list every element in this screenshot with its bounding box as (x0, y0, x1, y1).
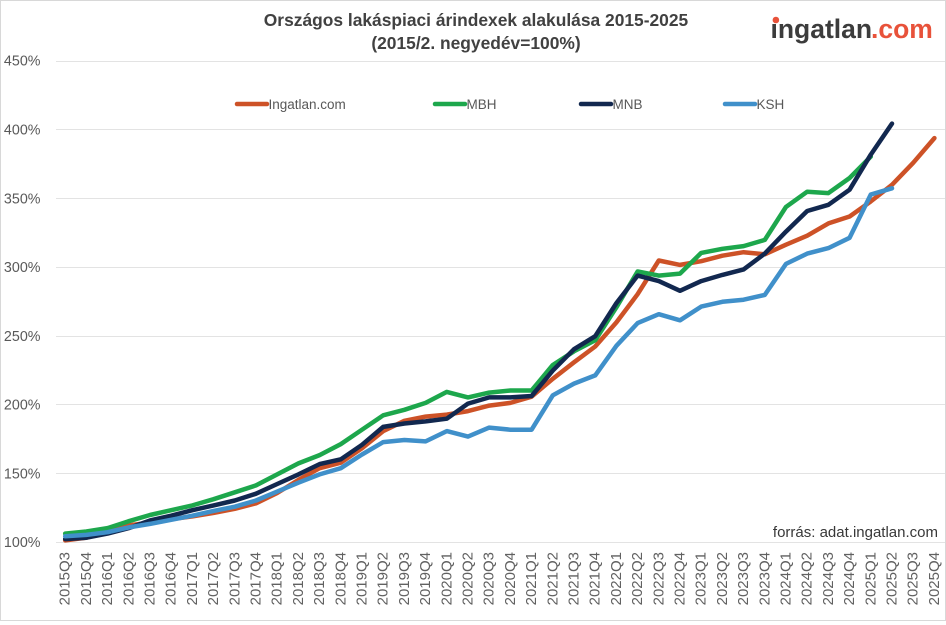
svg-text:Országos lakáspiaci árindexek: Országos lakáspiaci árindexek alakulása … (264, 10, 689, 30)
svg-text:2018Q1: 2018Q1 (269, 552, 286, 605)
svg-text:2015Q4: 2015Q4 (78, 552, 95, 605)
svg-text:2024Q1: 2024Q1 (778, 552, 795, 605)
svg-text:2016Q4: 2016Q4 (163, 552, 180, 605)
svg-text:2020Q3: 2020Q3 (481, 552, 498, 605)
svg-text:2024Q4: 2024Q4 (841, 552, 858, 605)
svg-text:2016Q3: 2016Q3 (142, 552, 159, 605)
svg-text:300%: 300% (4, 260, 41, 276)
svg-text:2017Q4: 2017Q4 (248, 552, 265, 605)
svg-text:2017Q2: 2017Q2 (205, 552, 222, 605)
svg-text:2016Q2: 2016Q2 (120, 552, 137, 605)
svg-text:2025Q2: 2025Q2 (884, 552, 901, 605)
svg-text:2022Q4: 2022Q4 (672, 552, 689, 605)
svg-text:2023Q3: 2023Q3 (735, 552, 752, 605)
svg-text:2020Q2: 2020Q2 (460, 552, 477, 605)
svg-text:2023Q1: 2023Q1 (693, 552, 710, 605)
svg-text:2019Q1: 2019Q1 (354, 552, 371, 605)
svg-text:400%: 400% (4, 123, 41, 139)
svg-text:2022Q1: 2022Q1 (608, 552, 625, 605)
svg-text:2025Q1: 2025Q1 (862, 552, 879, 605)
svg-text:2021Q4: 2021Q4 (587, 552, 604, 605)
svg-text:150%: 150% (4, 466, 41, 482)
svg-text:100%: 100% (4, 535, 41, 551)
svg-text:2019Q2: 2019Q2 (375, 552, 392, 605)
svg-text:(2015/2. negyedév=100%): (2015/2. negyedév=100%) (371, 33, 580, 53)
svg-text:2021Q2: 2021Q2 (544, 552, 561, 605)
svg-text:2015Q3: 2015Q3 (57, 552, 74, 605)
svg-text:2025Q3: 2025Q3 (905, 552, 922, 605)
svg-text:ingatlan: ingatlan (771, 14, 873, 44)
svg-text:2020Q1: 2020Q1 (438, 552, 455, 605)
svg-text:2023Q4: 2023Q4 (756, 552, 773, 605)
svg-text:2019Q4: 2019Q4 (417, 552, 434, 605)
svg-text:2016Q1: 2016Q1 (99, 552, 116, 605)
svg-text:2019Q3: 2019Q3 (396, 552, 413, 605)
svg-text:2017Q3: 2017Q3 (226, 552, 243, 605)
svg-text:2024Q2: 2024Q2 (799, 552, 816, 605)
svg-text:2018Q3: 2018Q3 (311, 552, 328, 605)
svg-text:2018Q2: 2018Q2 (290, 552, 307, 605)
svg-text:forrás: adat.ingatlan.com: forrás: adat.ingatlan.com (773, 524, 938, 541)
svg-text:2023Q2: 2023Q2 (714, 552, 731, 605)
svg-text:Ingatlan.com: Ingatlan.com (269, 97, 346, 112)
svg-text:2017Q1: 2017Q1 (184, 552, 201, 605)
svg-text:250%: 250% (4, 329, 41, 345)
svg-text:2025Q4: 2025Q4 (926, 552, 943, 605)
svg-text:2021Q3: 2021Q3 (566, 552, 583, 605)
svg-text:MBH: MBH (467, 97, 497, 112)
svg-text:2022Q3: 2022Q3 (650, 552, 667, 605)
svg-text:2022Q2: 2022Q2 (629, 552, 646, 605)
svg-text:2020Q4: 2020Q4 (502, 552, 519, 605)
svg-text:KSH: KSH (757, 97, 785, 112)
svg-text:450%: 450% (4, 54, 41, 70)
svg-text:.com: .com (871, 14, 933, 44)
svg-text:350%: 350% (4, 191, 41, 207)
svg-text:2018Q4: 2018Q4 (332, 552, 349, 605)
svg-text:MNB: MNB (613, 97, 643, 112)
svg-text:200%: 200% (4, 398, 41, 414)
svg-text:2024Q3: 2024Q3 (820, 552, 837, 605)
svg-text:2021Q1: 2021Q1 (523, 552, 540, 605)
